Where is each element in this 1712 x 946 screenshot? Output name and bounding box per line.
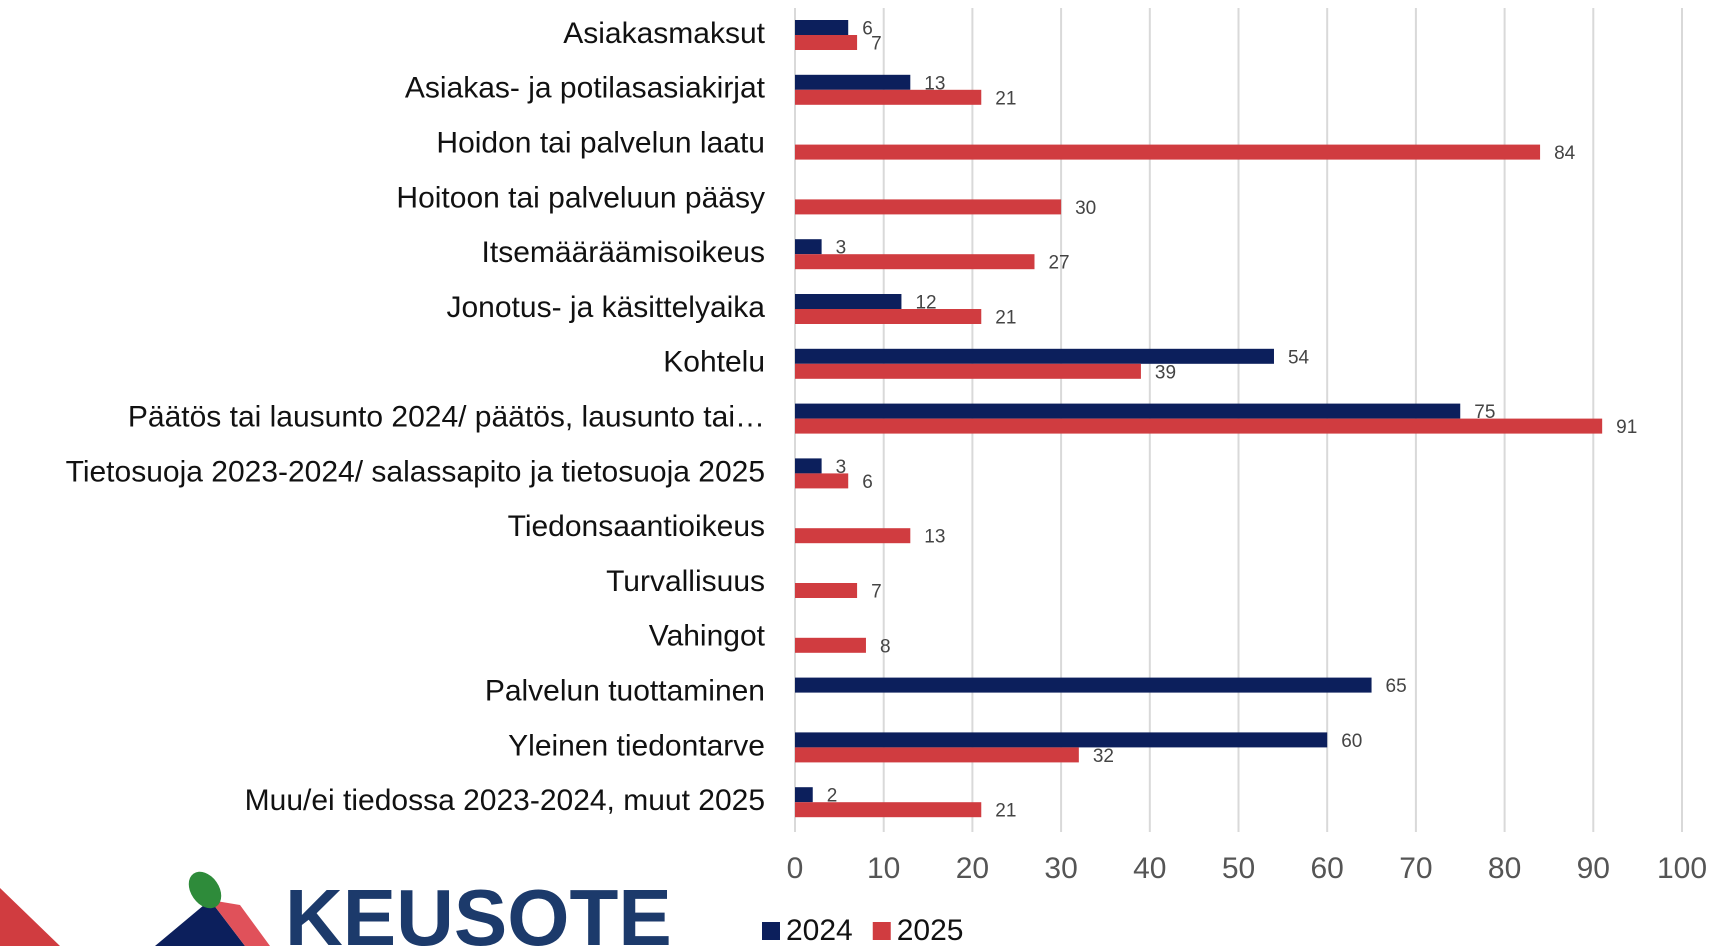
bar <box>795 254 1035 270</box>
category-label: Asiakas- ja potilasasiakirjat <box>405 72 766 105</box>
data-label: 27 <box>1048 253 1069 274</box>
x-tick-label: 90 <box>1577 852 1610 885</box>
data-label: 91 <box>1616 417 1637 438</box>
bar <box>795 309 982 324</box>
bar <box>795 732 1328 748</box>
logo-shape <box>155 900 245 946</box>
category-label: Turvallisuus <box>606 565 765 598</box>
bar <box>795 418 1603 434</box>
bar <box>795 348 1274 364</box>
x-tick-label: 10 <box>867 852 900 885</box>
bar <box>795 20 849 35</box>
bar <box>795 747 1079 763</box>
data-label: 21 <box>995 308 1016 329</box>
bar <box>795 403 1461 419</box>
legend-label: 2025 <box>897 914 964 946</box>
data-label: 2 <box>827 786 838 807</box>
legend-swatch <box>872 922 891 940</box>
bar <box>795 583 858 598</box>
category-label: Hoitoon tai palveluun pääsy <box>396 181 765 214</box>
category-label: Kohtelu <box>663 346 765 379</box>
category-label: Asiakasmaksut <box>563 17 765 50</box>
legend-label: 2024 <box>786 914 853 946</box>
bar <box>795 458 822 474</box>
bar <box>795 787 813 803</box>
data-label: 13 <box>924 527 945 548</box>
category-label: Hoidon tai palvelun laatu <box>436 127 765 160</box>
x-tick-label: 30 <box>1044 852 1077 885</box>
data-label: 75 <box>1474 402 1495 423</box>
category-label: Muu/ei tiedossa 2023-2024, muut 2025 <box>245 784 765 817</box>
x-tick-label: 20 <box>956 852 989 885</box>
x-tick-label: 100 <box>1657 852 1707 885</box>
category-label: Päätös tai lausunto 2024/ päätös, lausun… <box>128 401 765 434</box>
data-label: 65 <box>1386 676 1407 697</box>
data-label: 7 <box>871 34 882 55</box>
category-label: Jonotus- ja käsittelyaika <box>447 291 766 324</box>
category-label: Vahingot <box>649 620 766 653</box>
x-tick-label: 0 <box>787 852 804 885</box>
data-label: 39 <box>1155 362 1176 383</box>
logo-shape <box>210 900 270 946</box>
data-label: 6 <box>862 472 873 493</box>
bar <box>795 239 822 255</box>
x-tick-label: 50 <box>1222 852 1255 885</box>
bar <box>795 294 902 309</box>
category-label: Tietosuoja 2023-2024/ salassapito ja tie… <box>66 455 765 488</box>
bar <box>795 199 1062 215</box>
bar <box>795 677 1372 693</box>
bar <box>795 528 911 544</box>
bar <box>795 637 866 653</box>
data-label: 12 <box>915 293 936 314</box>
data-label: 3 <box>836 457 847 478</box>
category-label: Tiedonsaantioikeus <box>508 510 765 543</box>
logo-leaf <box>188 871 222 909</box>
data-label: 6 <box>862 19 873 40</box>
data-label: 30 <box>1075 198 1096 219</box>
bar <box>795 363 1141 379</box>
x-tick-label: 60 <box>1311 852 1344 885</box>
data-label: 21 <box>995 801 1016 822</box>
category-label: Yleinen tiedontarve <box>508 729 765 762</box>
data-label: 54 <box>1288 347 1310 368</box>
bar <box>795 74 911 90</box>
data-label: 7 <box>871 582 882 603</box>
bar <box>795 35 858 50</box>
logo-text: KEUSOTE <box>285 873 672 946</box>
bar <box>795 473 849 489</box>
data-label: 60 <box>1341 731 1362 752</box>
category-label: Palvelun tuottaminen <box>485 675 765 708</box>
data-label: 21 <box>995 88 1016 109</box>
data-label: 32 <box>1093 746 1114 767</box>
x-tick-label: 40 <box>1133 852 1166 885</box>
category-label: Itsemääräämisoikeus <box>482 236 765 269</box>
legend-swatch <box>762 922 780 940</box>
data-label: 8 <box>880 636 891 657</box>
bar <box>795 89 982 105</box>
data-label: 84 <box>1554 143 1576 164</box>
x-tick-label: 70 <box>1399 852 1432 885</box>
data-label: 13 <box>924 73 945 94</box>
data-label: 3 <box>836 238 847 259</box>
logo-shape <box>0 888 60 946</box>
x-tick-label: 80 <box>1488 852 1521 885</box>
bar <box>795 144 1541 160</box>
bar <box>795 802 982 818</box>
